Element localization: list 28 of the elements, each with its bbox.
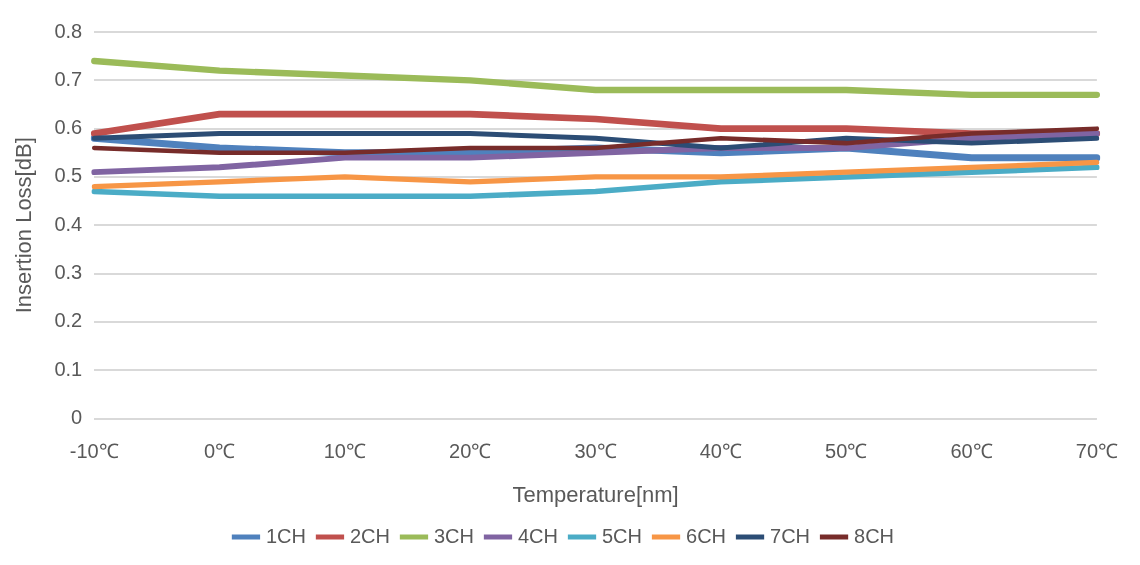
y-tick-label: 0.7: [54, 67, 83, 90]
legend-label: 4CH: [517, 524, 559, 547]
x-tick-label: 10℃: [323, 440, 366, 463]
y-tick-label: 0: [71, 406, 83, 429]
y-tick-label: 0.1: [54, 357, 83, 380]
x-tick-label: 30℃: [574, 440, 617, 463]
legend-label: 2CH: [349, 524, 390, 547]
y-tick-label: 0.8: [54, 19, 83, 42]
y-tick-label: 0.3: [54, 261, 83, 284]
y-axis-title: Insertion Loss[dB]: [11, 137, 37, 314]
y-tick-label: 0.6: [54, 116, 83, 139]
legend-label: 5CH: [602, 524, 643, 547]
x-tick-label: 70℃: [1075, 440, 1118, 463]
legend-label: 1CH: [265, 524, 306, 547]
x-tick-label: 20℃: [449, 440, 492, 463]
legend-label: 6CH: [686, 524, 727, 547]
x-tick-label: -10℃: [69, 440, 119, 463]
y-tick-label: 0.4: [54, 212, 83, 235]
legend-label: 8CH: [854, 524, 895, 547]
x-axis-title: Temperature[nm]: [512, 481, 679, 507]
y-tick-label: 0.5: [54, 164, 83, 187]
x-tick-label: 50℃: [825, 440, 868, 463]
x-tick-label: 60℃: [950, 440, 993, 463]
x-tick-label: 40℃: [699, 440, 742, 463]
legend-label: 7CH: [770, 524, 811, 547]
legend-label: 3CH: [433, 524, 474, 547]
y-tick-label: 0.2: [54, 309, 83, 332]
x-tick-label: 0℃: [203, 440, 236, 463]
